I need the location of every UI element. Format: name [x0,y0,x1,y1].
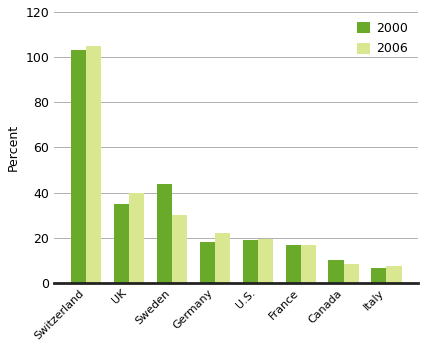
Bar [157,183,172,283]
Bar [371,268,386,283]
Bar [386,266,402,283]
Bar [300,245,316,283]
Bar [329,260,343,283]
Bar [129,192,144,283]
Bar [286,245,300,283]
Bar [114,204,129,283]
Bar [343,264,359,283]
Legend: 2000, 2006: 2000, 2006 [354,18,412,59]
Bar [243,240,258,283]
Bar [200,242,215,283]
Bar [71,50,86,283]
Bar [86,46,101,283]
Bar [215,233,230,283]
Bar [258,239,273,283]
Y-axis label: Percent: Percent [7,124,20,171]
Bar [172,215,187,283]
